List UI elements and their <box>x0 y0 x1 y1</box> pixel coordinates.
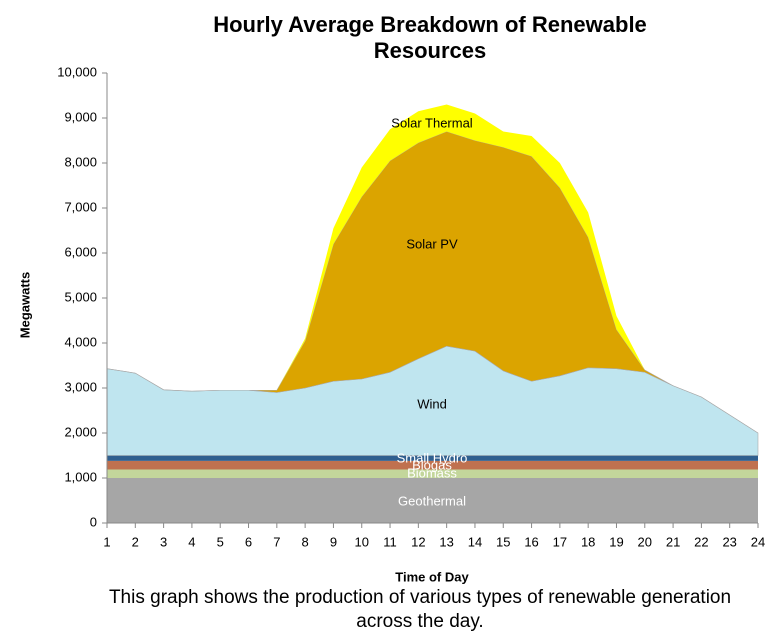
y-tick-label: 2,000 <box>64 424 97 439</box>
x-tick-label: 6 <box>245 534 252 549</box>
x-tick-label: 13 <box>439 534 453 549</box>
x-tick-label: 7 <box>273 534 280 549</box>
caption: This graph shows the production of vario… <box>108 587 732 632</box>
x-tick-label: 23 <box>722 534 736 549</box>
y-tick-label: 6,000 <box>64 244 97 259</box>
x-tick-label: 18 <box>581 534 595 549</box>
x-axis-label: Time of Day <box>395 569 469 584</box>
x-tick-label: 14 <box>468 534 482 549</box>
x-tick-label: 16 <box>524 534 538 549</box>
y-tick-label: 8,000 <box>64 154 97 169</box>
x-tick-label: 24 <box>751 534 765 549</box>
x-tick-label: 22 <box>694 534 708 549</box>
y-tick-label: 7,000 <box>64 199 97 214</box>
x-tick-label: 15 <box>496 534 510 549</box>
series-label: Geothermal <box>398 493 466 508</box>
x-tick-label: 1 <box>103 534 110 549</box>
series-label: Wind <box>417 396 447 411</box>
series-label: Biomass <box>407 465 457 480</box>
y-tick-label: 4,000 <box>64 334 97 349</box>
y-tick-label: 3,000 <box>64 379 97 394</box>
y-axis-label: Megawatts <box>17 272 32 338</box>
area <box>107 469 758 478</box>
series-label: Solar PV <box>406 236 458 251</box>
area <box>107 460 758 470</box>
series-label: Biogas <box>412 457 452 472</box>
x-tick-label: 21 <box>666 534 680 549</box>
y-tick-label: 10,000 <box>57 64 97 79</box>
y-tick-label: 9,000 <box>64 109 97 124</box>
area <box>107 478 758 523</box>
x-tick-label: 17 <box>553 534 567 549</box>
chart-title: Hourly Average Breakdown of Renewable Re… <box>213 12 647 63</box>
x-tick-label: 20 <box>638 534 652 549</box>
area <box>107 455 758 461</box>
x-tick-label: 4 <box>188 534 195 549</box>
x-tick-label: 11 <box>383 534 397 549</box>
x-tick-label: 8 <box>302 534 309 549</box>
x-tick-label: 10 <box>355 534 369 549</box>
x-tick-label: 2 <box>132 534 139 549</box>
x-tick-label: 9 <box>330 534 337 549</box>
y-tick-label: 5,000 <box>64 289 97 304</box>
x-tick-label: 12 <box>411 534 425 549</box>
x-tick-label: 19 <box>609 534 623 549</box>
y-tick-label: 0 <box>90 514 97 529</box>
x-tick-label: 5 <box>217 534 224 549</box>
series-label: Solar Thermal <box>391 115 473 130</box>
y-tick-label: 1,000 <box>64 469 97 484</box>
series-label: Small Hydro <box>397 450 468 465</box>
x-tick-label: 3 <box>160 534 167 549</box>
